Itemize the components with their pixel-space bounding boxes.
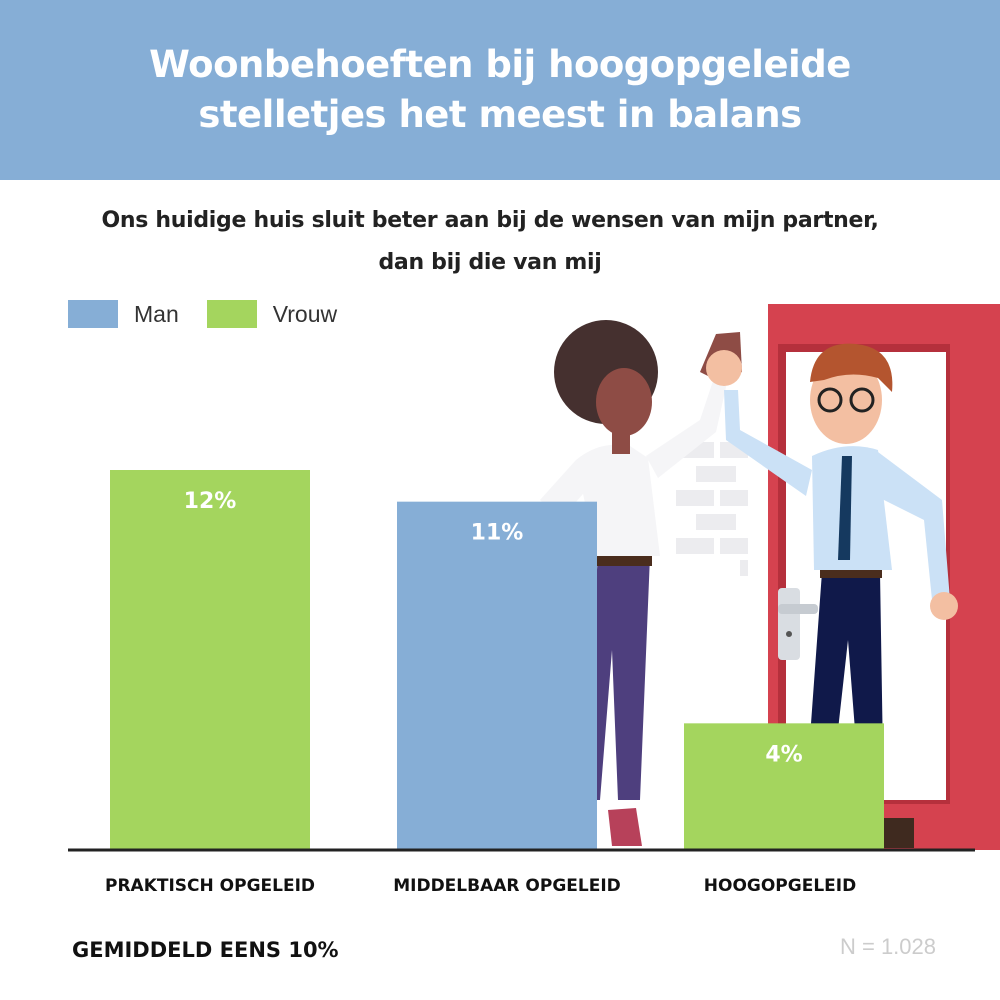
category-label-praktisch: PRAKTISCH OPGELEID <box>104 876 316 896</box>
legend-item-vrouw: Vrouw <box>206 300 338 328</box>
chart: 12% 11% 4% <box>68 304 1000 852</box>
bar-2 <box>684 723 884 850</box>
average-note: GEMIDDELD EENS 10% <box>72 938 339 962</box>
legend-label-man: Man <box>134 300 179 327</box>
bar-1 <box>397 501 597 850</box>
chart-title: Ons huidige huis sluit beter aan bij de … <box>101 208 879 275</box>
header-banner: Woonbehoeften bij hoogopgeleide stelletj… <box>0 0 1000 180</box>
bar-value-label-1: 11% <box>471 521 524 546</box>
bar-value-label-2: 4% <box>765 742 802 767</box>
legend-swatch-man <box>68 300 118 328</box>
legend: Man Vrouw <box>68 300 365 328</box>
bar-0 <box>110 470 310 850</box>
bars: 12% 11% 4% <box>110 470 884 850</box>
page-title: Woonbehoeften bij hoogopgeleide stelletj… <box>149 43 851 136</box>
sample-size: N = 1.028 <box>839 934 936 959</box>
bar-value-label-0: 12% <box>184 489 237 514</box>
legend-item-man: Man <box>68 300 179 328</box>
legend-swatch-vrouw <box>206 300 257 328</box>
brick-wall-icon <box>676 442 748 576</box>
category-label-middelbaar: MIDDELBAAR OPGELEID <box>393 876 621 896</box>
category-label-hoogopgeleid: HOOGOPGELEID <box>703 876 857 896</box>
legend-label-vrouw: Vrouw <box>272 300 338 327</box>
